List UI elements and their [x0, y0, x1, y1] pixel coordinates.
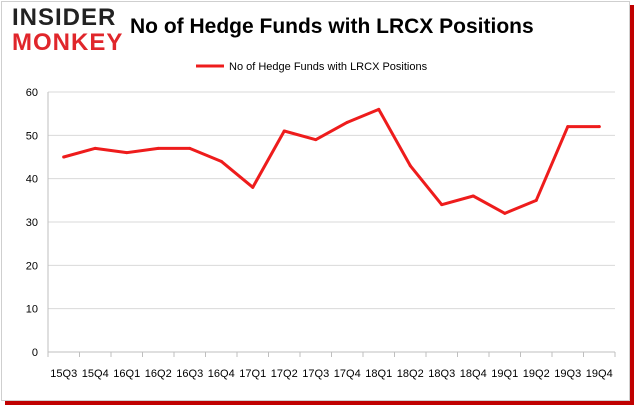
x-tick-19Q4: 19Q4 [586, 368, 613, 380]
data-point-19Q2 [534, 198, 538, 202]
data-point-18Q2 [408, 164, 412, 168]
legend-label: No of Hedge Funds with LRCX Positions [229, 61, 428, 73]
data-point-19Q3 [566, 125, 570, 129]
data-point-17Q3 [314, 138, 318, 142]
data-point-17Q1 [251, 185, 255, 189]
y-tick-30: 30 [26, 217, 38, 229]
x-tick-18Q1: 18Q1 [365, 368, 392, 380]
x-tick-19Q1: 19Q1 [491, 368, 518, 380]
data-point-16Q1 [125, 151, 129, 155]
insider-monkey-logo: INSIDER MONKEY [12, 6, 123, 55]
y-tick-50: 50 [26, 130, 38, 142]
data-point-15Q4 [93, 146, 97, 150]
y-tick-10: 10 [26, 304, 38, 316]
x-tick-16Q1: 16Q1 [113, 368, 140, 380]
data-point-16Q3 [188, 146, 192, 150]
series-layer [62, 107, 601, 215]
logo-line-1: INSIDER [12, 4, 117, 31]
data-point-17Q4 [345, 120, 349, 124]
x-tick-17Q2: 17Q2 [271, 368, 298, 380]
x-tick-16Q4: 16Q4 [208, 368, 235, 380]
y-tick-20: 20 [26, 260, 38, 272]
data-point-18Q1 [377, 107, 381, 111]
data-point-16Q4 [219, 159, 223, 163]
x-tick-17Q4: 17Q4 [334, 368, 361, 380]
x-tick-19Q3: 19Q3 [554, 368, 581, 380]
x-tick-18Q2: 18Q2 [397, 368, 424, 380]
chart-title: No of Hedge Funds with LRCX Positions [130, 15, 534, 38]
x-tick-17Q1: 17Q1 [239, 368, 266, 380]
data-point-19Q1 [503, 211, 507, 215]
data-point-18Q4 [471, 194, 475, 198]
data-point-19Q4 [597, 125, 601, 129]
data-point-16Q2 [156, 146, 160, 150]
x-tick-15Q4: 15Q4 [82, 368, 109, 380]
x-tick-15Q3: 15Q3 [50, 368, 77, 380]
x-tick-17Q3: 17Q3 [302, 368, 329, 380]
y-tick-0: 0 [32, 347, 38, 359]
data-point-17Q2 [282, 129, 286, 133]
x-tick-18Q3: 18Q3 [428, 368, 455, 380]
logo-line-2: MONKEY [12, 29, 124, 56]
y-tick-60: 60 [26, 87, 38, 99]
legend: No of Hedge Funds with LRCX Positions [196, 61, 428, 73]
y-tick-labels: 0 10 20 30 40 50 60 [26, 87, 38, 359]
data-point-15Q3 [62, 155, 66, 159]
x-tick-labels: 15Q3 15Q4 16Q1 16Q2 16Q3 16Q4 17Q1 17Q2 17Q3 17Q4… [50, 368, 612, 380]
series-line-0 [62, 107, 601, 215]
y-tick-40: 40 [26, 174, 38, 186]
axes [47, 92, 616, 357]
chart-frame [1, 1, 630, 401]
x-tick-16Q2: 16Q2 [145, 368, 172, 380]
x-tick-18Q4: 18Q4 [460, 368, 487, 380]
x-tick-16Q3: 16Q3 [176, 368, 203, 380]
x-tick-19Q2: 19Q2 [523, 368, 550, 380]
data-point-18Q3 [440, 203, 444, 207]
